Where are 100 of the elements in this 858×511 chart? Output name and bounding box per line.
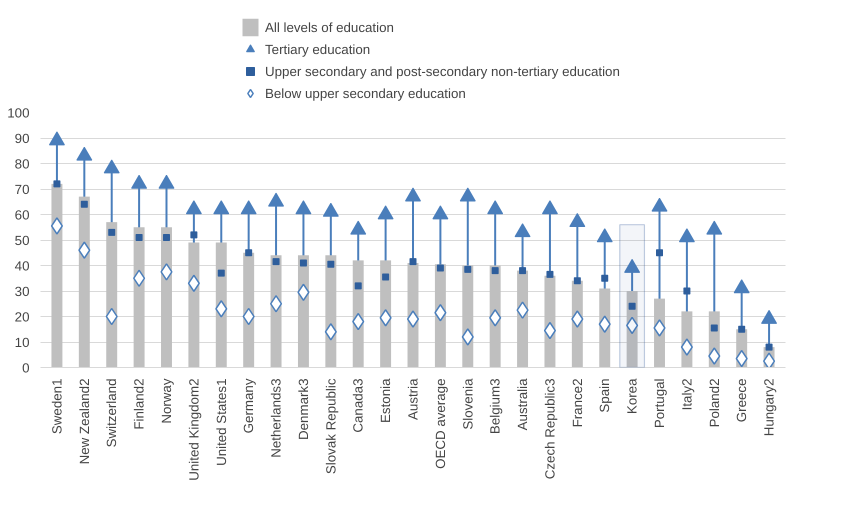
x-tick-label: United Kingdom2 (186, 378, 202, 481)
point (104, 159, 120, 174)
y-tick-label: 70 (14, 182, 30, 197)
bar (188, 242, 200, 368)
y-tick-label: 60 (14, 208, 30, 222)
point (628, 302, 636, 310)
point (460, 187, 476, 202)
x-tick-label: Austria (406, 378, 420, 420)
x-tick-label: Slovenia (460, 378, 476, 430)
y-tick-label: 20 (14, 310, 30, 324)
x-tick-label: Greece (734, 378, 750, 422)
point (295, 200, 312, 214)
x-tick-label: Spain (597, 378, 612, 413)
point (436, 264, 444, 272)
point (678, 228, 695, 242)
point (133, 270, 146, 287)
x-tick-label: New Zealand2 (76, 378, 92, 464)
point (213, 200, 230, 214)
point (240, 200, 257, 214)
y-tick-label: 10 (14, 335, 30, 350)
x-tick-label: Canada3 (350, 378, 366, 433)
bar (51, 184, 62, 368)
point (160, 263, 173, 281)
point (596, 228, 613, 242)
point (350, 220, 366, 235)
point (487, 200, 504, 214)
point (297, 284, 310, 302)
x-tick-label: Finland2 (132, 378, 147, 430)
point (382, 273, 390, 280)
x-tick-label: United States1 (214, 378, 229, 466)
y-tick-label: 90 (14, 131, 30, 146)
x-tick-label: Denmark3 (296, 378, 311, 440)
point (245, 249, 252, 256)
legend-label: Tertiary education (265, 40, 370, 59)
point (108, 228, 116, 236)
point (652, 198, 668, 212)
point (354, 282, 362, 290)
x-tick-label: Switzerland (104, 378, 120, 448)
point (544, 322, 556, 340)
point (601, 274, 608, 282)
y-tick-label: 80 (14, 156, 30, 172)
point (218, 270, 225, 277)
x-tick-label: Portugal (652, 378, 668, 428)
point (322, 202, 339, 217)
point (378, 205, 394, 220)
x-tick-label: OECD average (432, 378, 448, 469)
point (683, 288, 690, 294)
x-tick-label: Czech Republic3 (542, 378, 558, 480)
x-tick-label: Norway (158, 378, 174, 424)
point (766, 344, 773, 351)
point (268, 192, 284, 207)
point (131, 174, 148, 189)
x-tick-label: France2 (570, 378, 585, 428)
point (406, 310, 420, 328)
x-tick-label: Netherlands3 (268, 378, 284, 458)
y-tick-label: 40 (14, 258, 30, 274)
point (738, 326, 746, 333)
point (272, 258, 280, 266)
point (50, 217, 64, 235)
x-tick-label: Poland2 (706, 378, 722, 428)
point (710, 324, 718, 332)
point (492, 267, 499, 274)
point (464, 266, 472, 273)
point (516, 301, 529, 319)
point (569, 212, 586, 227)
point (327, 260, 334, 268)
x-tick-label: Slovak Republic (323, 378, 338, 474)
point (270, 295, 282, 312)
y-tick-label: 0 (22, 360, 30, 376)
y-tick-label: 100 (7, 106, 30, 120)
legend-label: Upper secondary and post-secondary non-tertiary education (265, 62, 620, 81)
point (162, 234, 170, 241)
bar (78, 196, 90, 368)
x-tick-label: Estonia (378, 378, 394, 423)
legend-label: All levels of education (265, 18, 394, 36)
y-tick-label: 30 (14, 284, 30, 299)
point (519, 267, 526, 274)
point (410, 258, 416, 266)
x-tick-label: Hungary2 (762, 378, 777, 436)
point (546, 270, 554, 278)
x-tick-label: Australia (515, 378, 530, 430)
point (158, 174, 174, 189)
point (432, 205, 448, 220)
point (542, 200, 558, 214)
point (405, 187, 421, 202)
y-tick-label: 50 (14, 233, 30, 248)
point (76, 146, 92, 161)
legend-label: Below upper secondary education (265, 84, 466, 103)
point (514, 223, 531, 238)
x-tick-label: Italy2 (679, 378, 694, 410)
x-tick-label: Germany (241, 378, 256, 434)
x-tick-label: Belgium3 (488, 378, 503, 434)
point (48, 131, 65, 146)
point (190, 231, 198, 238)
x-tick-label: Korea (624, 378, 640, 414)
point (656, 249, 664, 256)
point (300, 259, 307, 266)
point (706, 220, 722, 235)
point (653, 319, 666, 337)
point (186, 200, 202, 214)
